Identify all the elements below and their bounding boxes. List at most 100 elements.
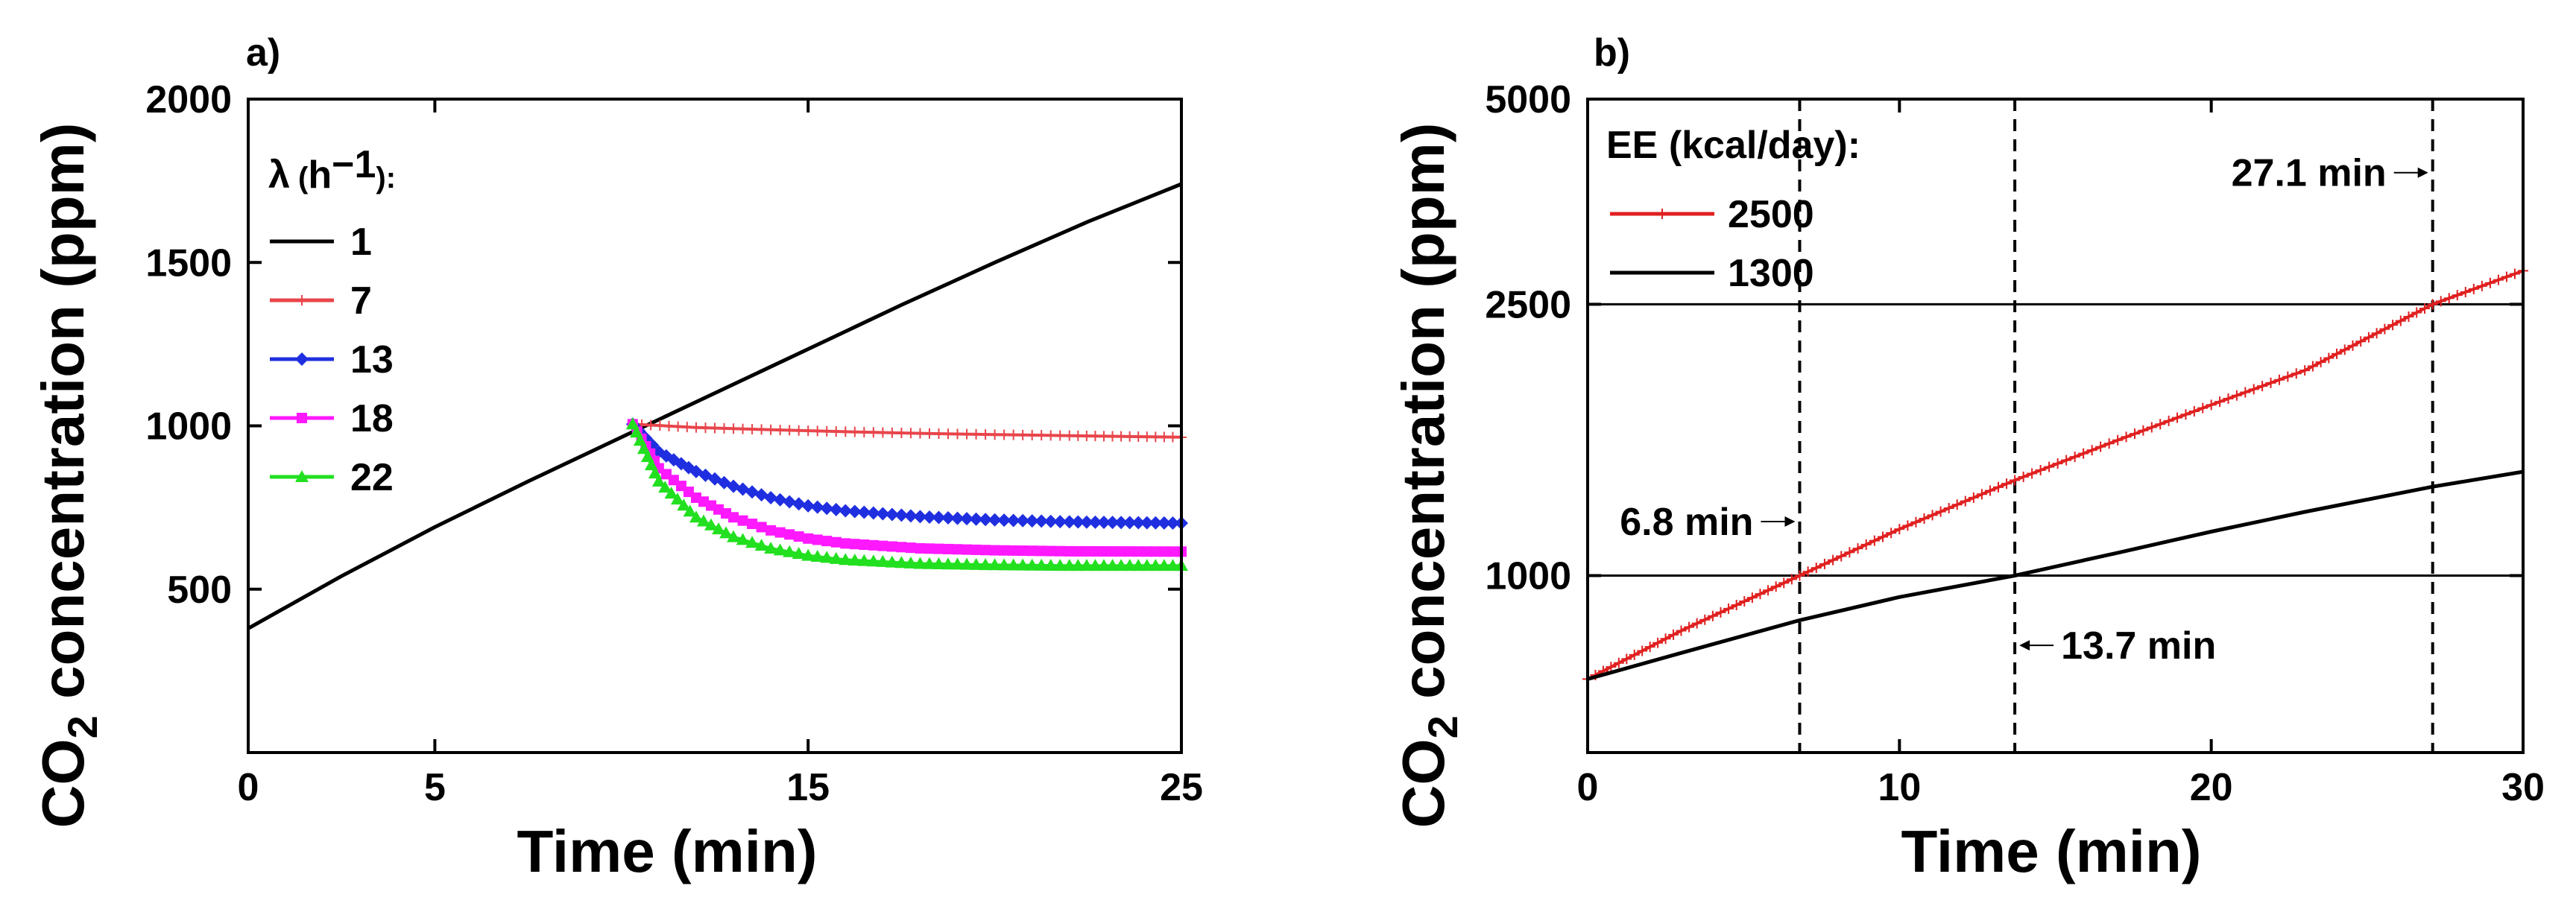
- panel-a-y-axis-title-prefix: CO: [30, 738, 96, 828]
- series-marker-18: [1133, 546, 1144, 557]
- series-marker-22: [683, 504, 697, 517]
- series-marker-13: [1006, 513, 1020, 528]
- series-marker-22: [1006, 558, 1020, 571]
- series-marker-7: [672, 421, 684, 432]
- series-marker-2500: [2095, 441, 2106, 452]
- series-marker-13: [960, 512, 974, 526]
- plot-frame: [1586, 98, 2525, 754]
- series-marker-22: [839, 553, 853, 566]
- series-marker-22: [1035, 558, 1049, 571]
- series-marker-7: [719, 422, 730, 434]
- series-marker-18: [896, 542, 907, 553]
- series-marker-2500: [1878, 531, 1889, 542]
- series-marker-22: [754, 539, 768, 551]
- series-marker-2500: [2112, 434, 2124, 446]
- series-marker-2500: [2476, 280, 2487, 291]
- series-marker-22: [903, 556, 918, 569]
- panel-a-axes: [247, 98, 1183, 754]
- series-marker-18: [1116, 546, 1127, 557]
- series-marker-2500: [2240, 387, 2251, 398]
- series-marker-22: [1071, 559, 1085, 571]
- panel-b-tick-labels: 0 10 20 30 1000 2500 5000: [1485, 78, 2545, 809]
- series-marker-18: [774, 527, 786, 538]
- series-marker-18: [1098, 546, 1109, 557]
- series-marker-22: [988, 558, 1002, 571]
- series-marker-18: [728, 512, 739, 523]
- series-marker-2500: [1951, 499, 1963, 510]
- series-marker-2500: [2010, 475, 2021, 486]
- series-marker-7: [663, 420, 675, 431]
- series-marker-7: [690, 422, 701, 433]
- panel-b-annotations: 6.8 min 13.7 min 27.1 min: [1620, 152, 2428, 668]
- series-marker-22: [847, 553, 862, 566]
- series-marker-2500: [2427, 299, 2438, 310]
- series-marker-7: [999, 429, 1010, 440]
- legend-marker-18: [297, 413, 307, 423]
- series-marker-13: [1025, 514, 1039, 528]
- series-line-2500: [1587, 269, 2524, 681]
- series-marker-13: [783, 495, 797, 509]
- legend-label-13: 13: [350, 338, 394, 381]
- series-marker-2500: [2044, 461, 2055, 472]
- series-marker-7: [737, 423, 748, 434]
- series-marker-13: [839, 504, 853, 518]
- y-tick-label: 5000: [1485, 78, 1571, 121]
- series-marker-13: [1149, 516, 1163, 530]
- series-marker-2500: [2188, 405, 2200, 417]
- series-marker-22: [932, 557, 946, 569]
- series-marker-7: [943, 428, 953, 440]
- series-marker-18: [830, 536, 842, 548]
- series-marker-7: [1045, 430, 1056, 441]
- series-marker-2500: [1660, 633, 1671, 645]
- series-marker-7: [877, 427, 888, 438]
- legend-title-unit: h: [308, 153, 332, 197]
- series-marker-2500: [2069, 452, 2080, 463]
- series-marker-7: [830, 426, 842, 437]
- series-marker-2500: [1794, 570, 1805, 581]
- series-marker-2500: [1869, 535, 1880, 546]
- series-marker-13: [847, 504, 862, 519]
- panel-a-y-axis-title: CO2 concentration (ppm): [30, 123, 106, 829]
- series-marker-2500: [2493, 274, 2504, 285]
- series-marker-2500: [2257, 381, 2268, 392]
- series-marker-2500: [1644, 642, 1655, 653]
- y-tick-label: 1000: [1485, 554, 1571, 598]
- series-marker-2500: [1935, 506, 1946, 517]
- series-marker-13: [773, 493, 787, 507]
- legend-lambda-symbol: λ: [268, 153, 290, 197]
- series-marker-2500: [2061, 455, 2072, 466]
- legend-label-7: 7: [350, 279, 372, 323]
- series-marker-7: [980, 429, 991, 440]
- y-tick-label: 2000: [145, 78, 232, 121]
- series-marker-22: [876, 554, 890, 567]
- series-marker-18: [803, 533, 814, 544]
- series-marker-22: [1088, 559, 1102, 571]
- series-marker-18: [1045, 545, 1056, 557]
- panel-a-label: a): [246, 31, 280, 75]
- series-marker-22: [696, 514, 710, 527]
- series-marker-2500: [2403, 311, 2414, 323]
- series-marker-18: [1055, 545, 1066, 557]
- series-marker-7: [765, 424, 777, 435]
- series-marker-22: [941, 557, 955, 570]
- series-marker-13: [1071, 515, 1085, 529]
- series-marker-2500: [2180, 409, 2191, 420]
- series-marker-2500: [1707, 610, 1718, 621]
- series-marker-2500: [1968, 492, 1979, 503]
- series-marker-7: [821, 425, 833, 437]
- series-marker-18: [1158, 546, 1169, 557]
- series-marker-13: [988, 513, 1002, 527]
- series-marker-18: [840, 538, 851, 549]
- series-marker-2500: [1621, 653, 1632, 665]
- series-marker-22: [1053, 559, 1067, 571]
- series-marker-18: [1017, 545, 1029, 557]
- series-marker-18: [784, 529, 795, 540]
- series-marker-7: [700, 422, 711, 434]
- series-marker-7: [859, 426, 870, 437]
- series-marker-22: [960, 557, 974, 570]
- series-marker-22: [829, 551, 843, 564]
- series-marker-22: [773, 543, 787, 556]
- series-marker-22: [1044, 558, 1058, 571]
- series-marker-2500: [2371, 328, 2382, 339]
